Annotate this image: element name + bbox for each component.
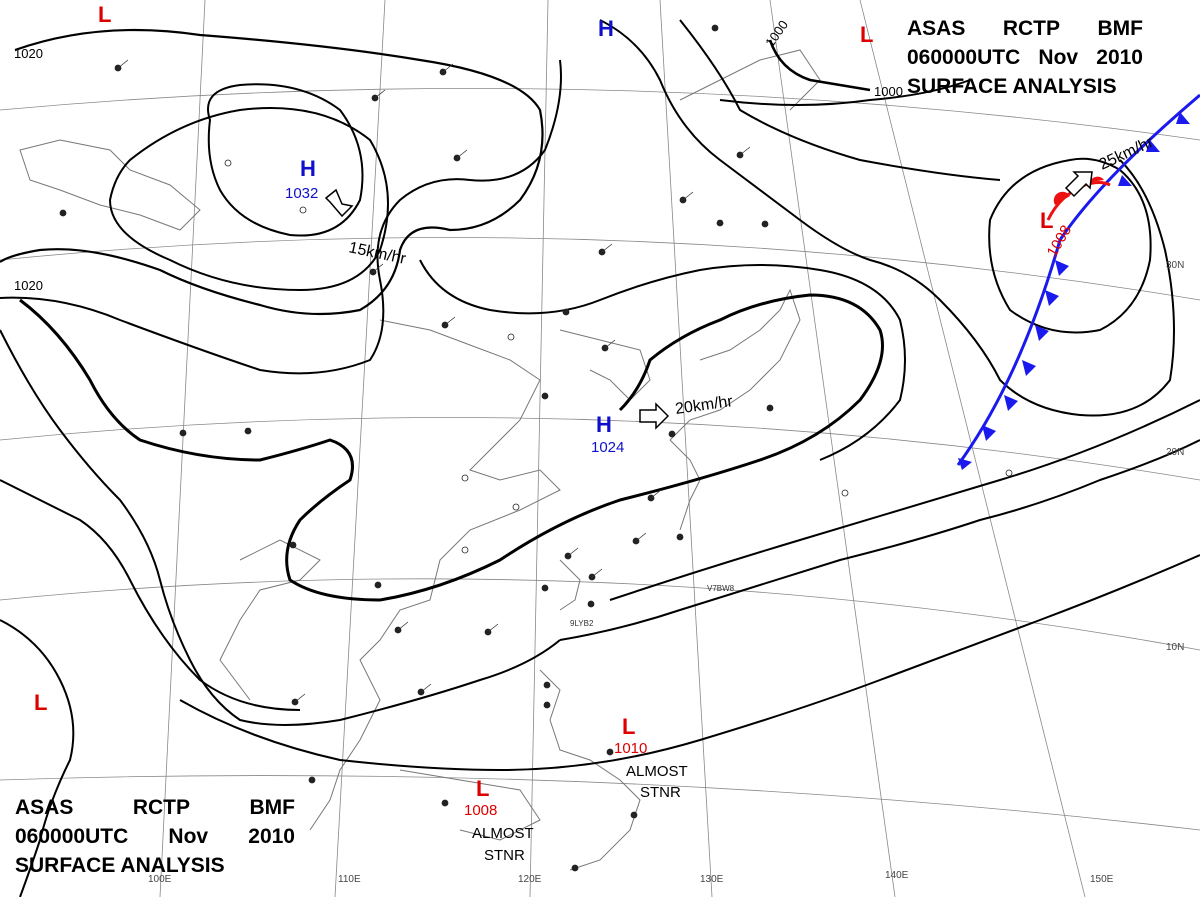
arrow-pacific-low [1064,171,1093,198]
title-line-2-bottom: 060000UTC Nov 2010 [15,822,295,851]
title-block-bottom: ASAS RCTP BMF 060000UTC Nov 2010 SURFACE… [15,793,295,880]
station-codes: V7BW8 9LYB2 [570,584,735,628]
isobar-label-1000-east: 1000 [874,84,903,99]
isobar-label-1020-north: 1020 [14,46,43,61]
high-letter-north: H [598,16,614,41]
high-letter-mongolia: H [300,156,316,181]
title-source: ASAS [907,17,966,40]
lon-label-110e: 110E [338,874,361,885]
title-line-1-bottom: ASAS RCTP BMF [15,793,295,822]
title-line-3-bottom: SURFACE ANALYSIS [15,854,225,877]
stnr-label-scs-2: STNR [484,847,525,864]
lon-label-120e: 120E [518,874,542,885]
station-code-9lyb2: 9LYB2 [570,619,594,628]
axis-labels: 30N 20N 10N 100E 110E 120E 130E 140E 150… [148,260,1184,885]
title-station: RCTP [1002,17,1061,40]
low-letter-philippines: L [622,714,635,739]
coastlines [19,49,821,871]
pressure-systems: H 1032 H 1024 H L 1008 L 1010 L 1008 L L… [34,2,1075,819]
title-center: BMF [1097,17,1144,40]
station-markers [59,24,1013,872]
title-station-bottom: RCTP [132,796,191,819]
isobar-label-1020-west: 1020 [14,278,43,293]
title-month: Nov [1038,46,1079,69]
title-month-bottom: Nov [168,825,209,848]
lon-label-140e: 140E [885,870,909,881]
title-line-1: ASAS RCTP BMF [907,14,1143,43]
low-value-philippines: 1010 [614,740,647,757]
lon-label-100e: 100E [148,874,172,885]
stationary-labels: ALMOST STNR ALMOST STNR [472,763,688,864]
low-letter-pacific: L [1040,208,1053,233]
title-center-bottom: BMF [249,796,296,819]
lon-label-130e: 130E [700,874,724,885]
title-line-3: SURFACE ANALYSIS [907,75,1117,98]
title-year-bottom: 2010 [248,825,295,848]
title-source-bottom: ASAS [15,796,74,819]
title-time: 060000UTC [907,46,1021,69]
lat-label-30n: 30N [1166,260,1184,271]
low-letter-northeast: L [860,22,873,47]
high-letter-ecs: H [596,412,612,437]
high-value-ecs: 1024 [591,439,624,456]
isobar-label-1000-north: 1000 [762,17,791,49]
arrow-ecs-high [639,402,670,430]
lat-label-10n: 10N [1166,642,1184,653]
lon-label-150e: 150E [1090,874,1114,885]
arrow-mongolia-high [324,188,354,218]
high-value-mongolia: 1032 [285,185,318,202]
low-letter-scs: L [476,776,489,801]
observation-ticks [117,59,751,703]
low-letter-southwest: L [34,690,47,715]
motion-arrows [324,171,1093,430]
lat-label-20n: 20N [1166,447,1184,458]
stnr-label-philippines-1: ALMOST [626,763,688,780]
stnr-label-philippines-2: STNR [640,784,681,801]
low-value-scs: 1008 [464,802,497,819]
title-year: 2010 [1096,46,1143,69]
cold-front [956,93,1200,470]
isobars [0,19,1200,897]
title-line-2: 060000UTC Nov 2010 [907,43,1143,72]
title-time-bottom: 060000UTC [15,825,129,848]
title-block-top: ASAS RCTP BMF 060000UTC Nov 2010 SURFACE… [907,14,1143,101]
stnr-label-scs-1: ALMOST [472,825,534,842]
low-letter-northwest: L [98,2,111,27]
station-code-v7bw8: V7BW8 [707,584,735,593]
